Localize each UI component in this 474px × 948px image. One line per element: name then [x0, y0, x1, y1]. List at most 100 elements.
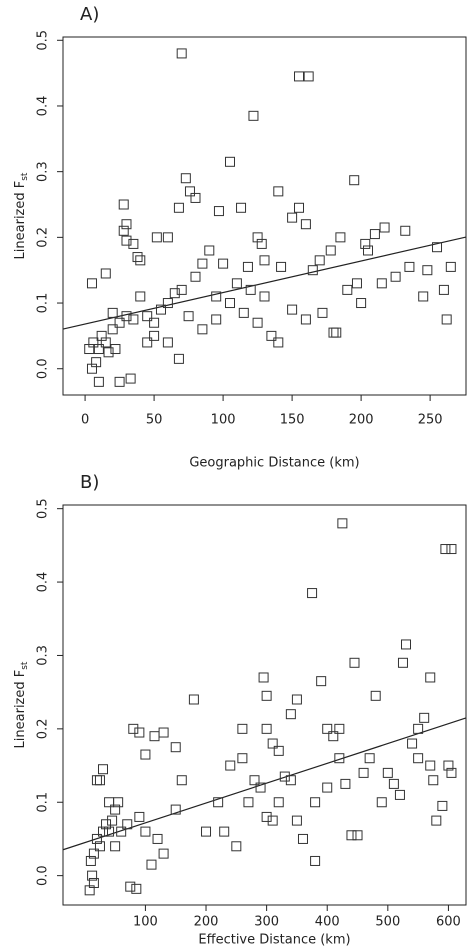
point [342, 284, 353, 295]
point [110, 841, 121, 852]
point [197, 258, 208, 269]
point [149, 317, 160, 328]
point [273, 337, 284, 348]
point [134, 811, 145, 822]
x-tick-label: 400 [315, 915, 340, 930]
point [128, 723, 139, 734]
point [314, 255, 325, 266]
point [446, 767, 457, 778]
point [432, 242, 443, 253]
point [261, 723, 272, 734]
point [158, 848, 169, 859]
point [287, 212, 298, 223]
point [428, 775, 439, 786]
point [125, 881, 136, 892]
point [118, 225, 129, 236]
point [155, 304, 166, 315]
x-tick-label: 200 [194, 915, 219, 930]
point [438, 284, 449, 295]
point [261, 690, 272, 701]
point [256, 238, 267, 249]
point [135, 255, 146, 266]
point [219, 826, 230, 837]
point [237, 753, 248, 764]
point [307, 265, 318, 276]
point [103, 347, 114, 358]
point [310, 855, 321, 866]
point [273, 186, 284, 197]
point [134, 727, 145, 738]
point [91, 833, 102, 844]
point [422, 265, 433, 276]
y-tick-label: 0.3 [36, 161, 51, 182]
y-tick-label: 0.5 [36, 498, 51, 519]
plot-frame [62, 504, 467, 906]
point [118, 199, 129, 210]
point [334, 723, 345, 734]
point [425, 672, 436, 683]
y-tick-label: 0.2 [36, 719, 51, 740]
point [213, 797, 224, 808]
point [162, 337, 173, 348]
point [176, 775, 187, 786]
point [349, 657, 360, 668]
point [258, 672, 269, 683]
y-tick-label: 0.4 [36, 96, 51, 117]
point [87, 870, 98, 881]
point [142, 337, 153, 348]
y-tick-label: 0.3 [36, 645, 51, 666]
point [297, 833, 308, 844]
point [169, 288, 180, 299]
point [369, 229, 380, 240]
point [259, 255, 270, 266]
point [363, 245, 374, 256]
point [340, 778, 351, 789]
point [107, 815, 118, 826]
point [337, 518, 348, 529]
point [370, 690, 381, 701]
point [245, 284, 256, 295]
point [176, 48, 187, 59]
point [135, 291, 146, 302]
point [376, 797, 387, 808]
point [152, 833, 163, 844]
point [131, 883, 142, 894]
point [97, 826, 108, 837]
point [287, 304, 298, 315]
panel-label: A) [80, 4, 99, 25]
point [328, 731, 339, 742]
point [407, 738, 418, 749]
x-tick-label: 50 [146, 413, 163, 428]
point [170, 804, 181, 815]
point [259, 291, 270, 302]
y-tick-label: 0.5 [36, 30, 51, 51]
point [140, 749, 151, 760]
y-axis-label-sub: st [20, 172, 30, 181]
point [267, 738, 278, 749]
point [197, 324, 208, 335]
point [267, 815, 278, 826]
point [236, 202, 247, 213]
point [266, 330, 277, 341]
point [121, 235, 132, 246]
x-tick-label: 150 [280, 413, 305, 428]
point [252, 317, 263, 328]
fit-line [62, 717, 467, 851]
point [443, 760, 454, 771]
point [132, 252, 143, 263]
point [242, 261, 253, 272]
y-tick-label: 0.0 [36, 358, 51, 379]
point [285, 709, 296, 720]
point [328, 327, 339, 338]
point [360, 238, 371, 249]
point [255, 782, 266, 793]
point [413, 723, 424, 734]
y-tick-label: 0.1 [36, 293, 51, 314]
point [291, 694, 302, 705]
point [335, 232, 346, 243]
point [86, 363, 97, 374]
point [94, 841, 105, 852]
point [184, 186, 195, 197]
point [183, 311, 194, 322]
point [303, 71, 314, 82]
